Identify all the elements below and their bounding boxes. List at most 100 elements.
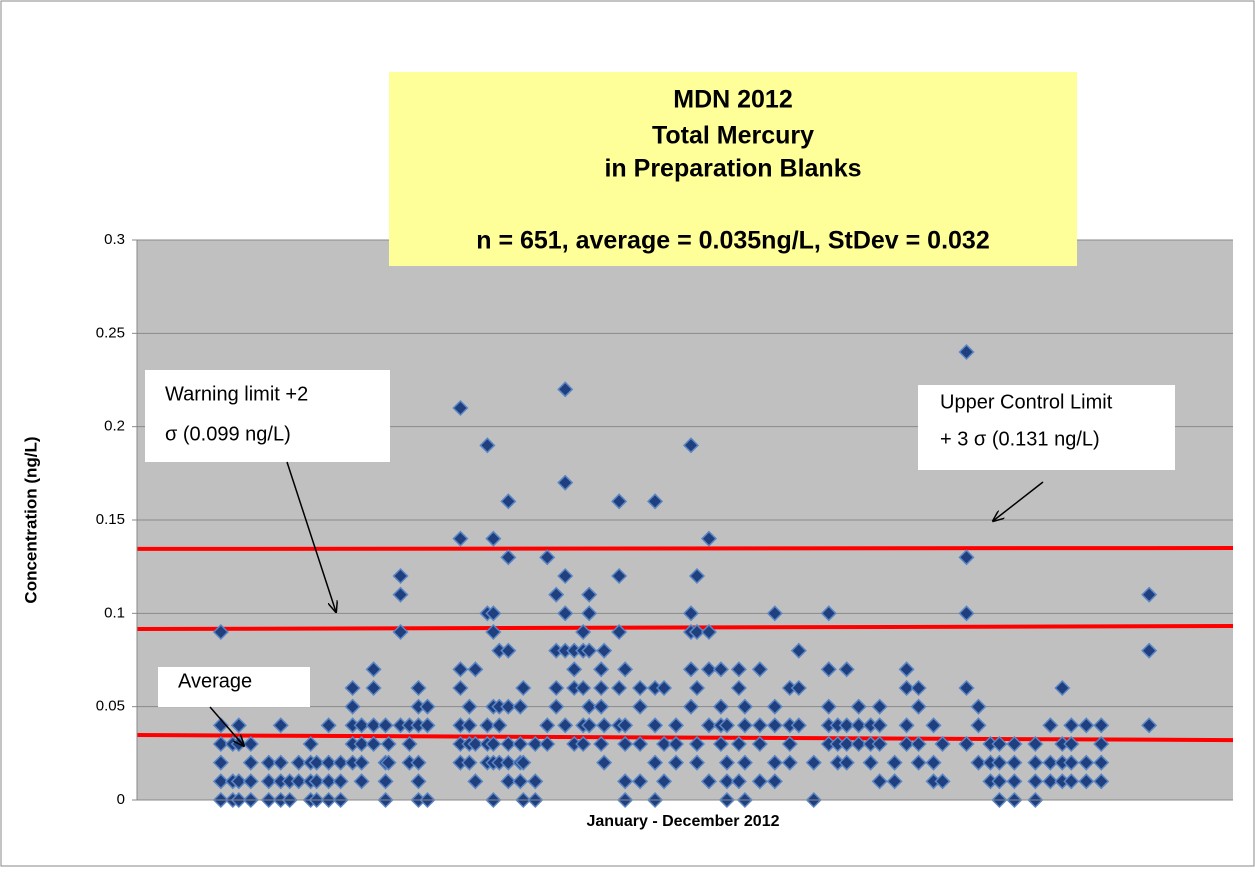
point <box>790 679 807 697</box>
point <box>730 679 747 697</box>
point <box>910 698 927 715</box>
point <box>593 661 610 678</box>
point <box>898 735 915 753</box>
point <box>575 679 592 697</box>
point <box>212 623 229 641</box>
point <box>820 605 837 622</box>
point <box>410 679 427 697</box>
point <box>838 717 855 734</box>
point <box>718 717 735 734</box>
point <box>392 567 409 585</box>
point <box>344 679 361 697</box>
point <box>467 661 484 678</box>
y-tick-label: 0.2 <box>104 418 125 435</box>
point <box>332 773 349 790</box>
arrow <box>209 706 244 746</box>
point <box>820 698 837 715</box>
point <box>718 773 735 790</box>
point <box>646 493 664 510</box>
point <box>871 698 888 715</box>
point <box>290 773 307 790</box>
point <box>539 717 556 734</box>
point <box>1141 717 1158 734</box>
point <box>1042 717 1059 734</box>
point <box>557 717 574 734</box>
point <box>682 605 700 622</box>
point <box>611 679 628 697</box>
point <box>886 754 903 771</box>
point <box>320 773 337 790</box>
point <box>332 754 349 771</box>
point <box>611 567 628 585</box>
point <box>290 754 307 771</box>
point <box>593 698 610 715</box>
point <box>512 698 529 715</box>
annotation-box <box>145 370 390 462</box>
point <box>655 679 673 697</box>
arrow <box>993 481 1044 521</box>
point <box>515 754 532 771</box>
y-tick-label: 0.3 <box>104 231 125 248</box>
point <box>850 735 867 753</box>
point <box>380 754 397 771</box>
point <box>575 623 592 641</box>
point <box>581 605 598 622</box>
point <box>1006 754 1023 771</box>
point <box>790 642 807 659</box>
point <box>611 623 628 641</box>
point <box>667 754 685 771</box>
point <box>596 642 613 659</box>
point <box>557 381 574 398</box>
point <box>242 754 259 771</box>
y-tick-label: 0.05 <box>96 698 125 715</box>
point <box>557 567 574 585</box>
reference-line <box>136 546 1234 551</box>
point <box>700 717 718 734</box>
point <box>485 605 502 622</box>
point <box>527 773 544 790</box>
point <box>1027 735 1044 753</box>
point <box>766 698 783 715</box>
point <box>419 698 436 715</box>
point <box>850 698 867 715</box>
point <box>766 717 783 734</box>
point <box>632 773 649 790</box>
point <box>970 698 987 715</box>
point <box>272 754 289 771</box>
point <box>593 735 610 753</box>
point <box>500 754 517 771</box>
point <box>548 586 565 603</box>
point <box>632 735 649 753</box>
point <box>230 773 247 790</box>
point <box>781 754 798 771</box>
point <box>500 493 517 510</box>
point <box>485 735 502 753</box>
point <box>688 735 706 753</box>
point <box>353 735 370 753</box>
point <box>730 735 747 753</box>
point <box>548 698 565 715</box>
point <box>617 717 634 734</box>
point <box>991 773 1008 790</box>
point <box>991 735 1008 753</box>
point <box>1063 754 1080 771</box>
point <box>452 661 469 678</box>
point <box>467 773 484 790</box>
point <box>410 773 427 790</box>
point <box>1063 717 1080 734</box>
point <box>1141 642 1158 659</box>
point <box>718 754 735 771</box>
point <box>242 773 259 790</box>
point <box>934 735 951 753</box>
arrow <box>286 461 336 612</box>
point <box>500 773 517 790</box>
point <box>820 661 837 678</box>
chart-title: Total Mercury <box>652 122 814 150</box>
point <box>1093 754 1110 771</box>
reference-line <box>136 624 1234 632</box>
point <box>461 754 478 771</box>
point <box>461 698 478 715</box>
point <box>260 754 277 771</box>
point <box>766 605 783 622</box>
point <box>1042 773 1059 790</box>
